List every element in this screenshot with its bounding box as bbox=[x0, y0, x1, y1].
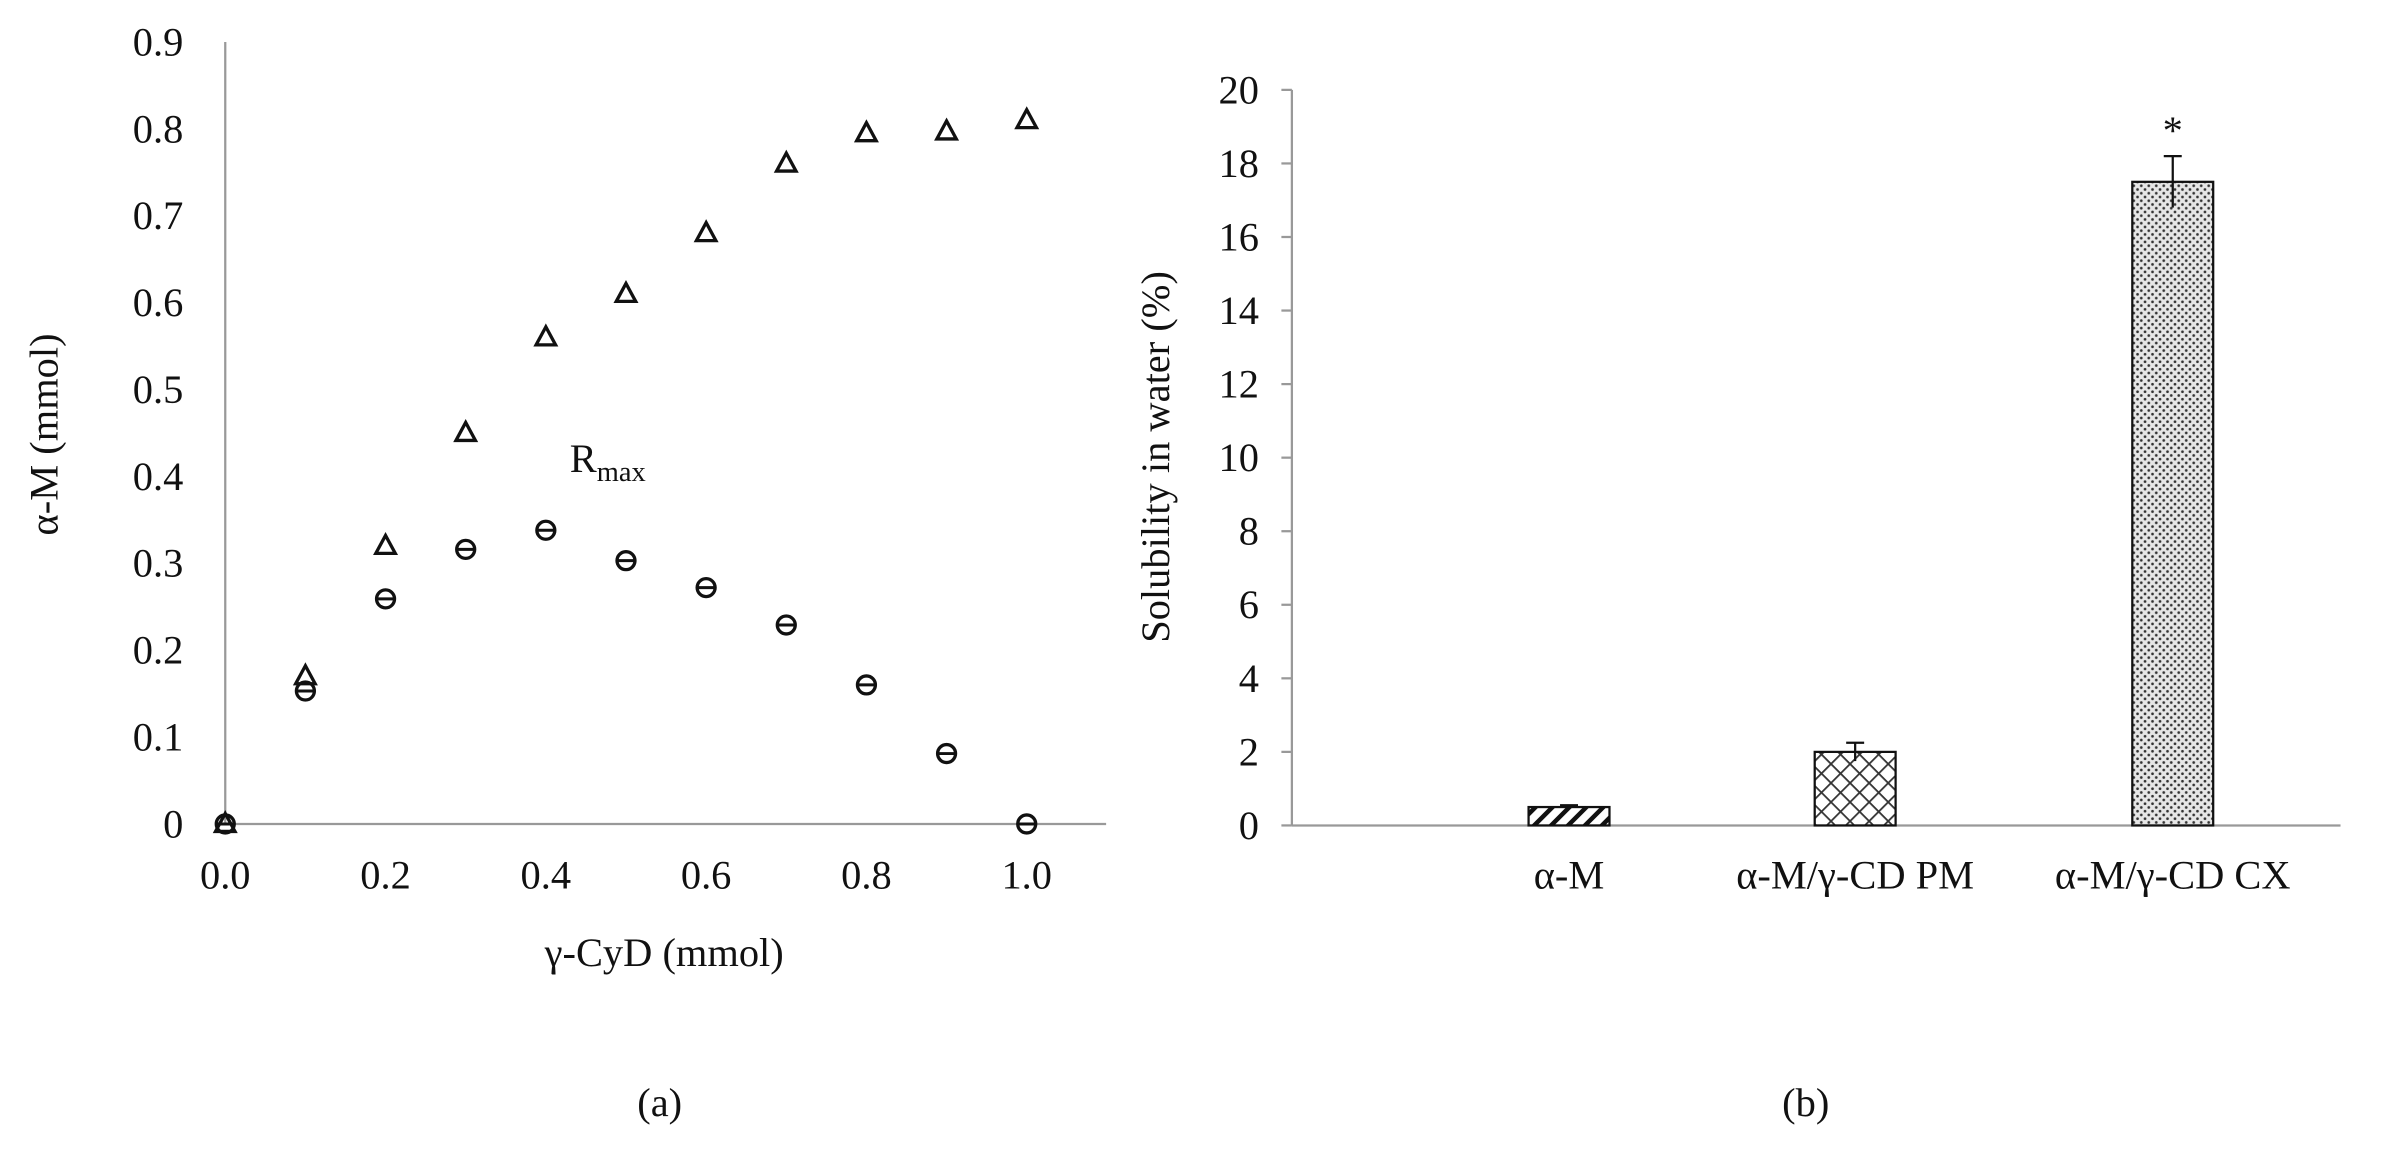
circle-point bbox=[294, 680, 317, 702]
y-tick-label: 0.3 bbox=[133, 541, 184, 586]
category-label: α-M bbox=[1534, 852, 1605, 897]
panel-label-b: (b) bbox=[1782, 1080, 1829, 1125]
y-tick-label: 0.9 bbox=[133, 19, 184, 64]
circle-point bbox=[935, 742, 958, 765]
panel-a: 0 0.1 0.2 0.3 0.4 0.5 0.6 0.7 0.8 0.9 0.0 0.2 0.4 0.… bbox=[21, 19, 1107, 1125]
x-axis-label-a: γ-CyD (mmol) bbox=[544, 930, 784, 975]
category-label: α-M/γ-CD PM bbox=[1736, 852, 1974, 897]
bar bbox=[1527, 805, 1611, 827]
y-tick-label: 4 bbox=[1239, 656, 1259, 701]
x-tick-label: 0.6 bbox=[681, 852, 732, 897]
bar bbox=[2131, 180, 2215, 827]
triangle-point bbox=[934, 117, 960, 141]
triangle-point bbox=[1014, 106, 1040, 130]
y-tick-label: 6 bbox=[1239, 582, 1259, 627]
x-tick-label: 1.0 bbox=[1001, 852, 1052, 897]
y-tick-label: 2 bbox=[1239, 729, 1259, 774]
x-tick-label: 0.0 bbox=[200, 852, 251, 897]
triangle-point bbox=[853, 119, 879, 143]
category-label: α-M/γ-CD CX bbox=[2055, 852, 2291, 897]
y-tick-label: 20 bbox=[1218, 67, 1258, 112]
circle-point bbox=[535, 519, 557, 541]
circle-point bbox=[1016, 813, 1038, 835]
triangle-point bbox=[373, 531, 399, 556]
y-tick-label: 10 bbox=[1218, 435, 1258, 480]
y-axis-label-a: α-M (mmol) bbox=[21, 333, 66, 535]
y-tick-label: 18 bbox=[1218, 141, 1258, 186]
y-tick-label: 0.8 bbox=[133, 106, 184, 151]
circle-point bbox=[775, 614, 797, 636]
y-tick-label: 0.1 bbox=[133, 715, 184, 760]
circle-point bbox=[214, 813, 236, 835]
triangle-point bbox=[613, 279, 639, 304]
circle-point bbox=[695, 576, 717, 599]
x-tick-label: 0.8 bbox=[841, 852, 892, 897]
triangle-point bbox=[693, 219, 719, 243]
y-tick-label: 12 bbox=[1218, 362, 1258, 407]
triangle-point bbox=[773, 149, 799, 173]
y-axis-label-b: Solubility in water (%) bbox=[1133, 271, 1178, 643]
y-tick-label: 16 bbox=[1218, 214, 1258, 259]
y-tick-label: 14 bbox=[1218, 288, 1258, 333]
circle-point bbox=[455, 538, 477, 561]
panel-label-a: (a) bbox=[637, 1080, 682, 1125]
y-tick-label: 0 bbox=[163, 801, 183, 846]
rmax-annotation: Rmax bbox=[570, 436, 646, 488]
circle-point bbox=[615, 550, 637, 572]
y-tick-label: 0.7 bbox=[133, 193, 184, 238]
significance-marker: * bbox=[2163, 108, 2183, 153]
y-tick-label: 0 bbox=[1239, 803, 1259, 848]
x-tick-label: 0.4 bbox=[521, 852, 572, 897]
circle-point bbox=[855, 674, 878, 696]
y-tick-label: 0.2 bbox=[133, 628, 184, 673]
x-tick-label: 0.2 bbox=[360, 852, 411, 897]
bar bbox=[1813, 750, 1897, 827]
circle-point bbox=[374, 588, 397, 610]
triangle-point bbox=[533, 323, 559, 347]
triangle-point bbox=[453, 418, 479, 443]
triangle-point bbox=[292, 662, 318, 686]
y-tick-label: 8 bbox=[1239, 509, 1259, 554]
panel-b: 0 2 4 6 8 10 12 14 16 18 20 α-M α-M/γ-CD PM α-M/γ-CD… bbox=[1133, 67, 2341, 1125]
y-tick-label: 0.6 bbox=[133, 280, 184, 325]
y-tick-label: 0.5 bbox=[133, 367, 184, 412]
y-tick-label: 0.4 bbox=[133, 454, 184, 499]
